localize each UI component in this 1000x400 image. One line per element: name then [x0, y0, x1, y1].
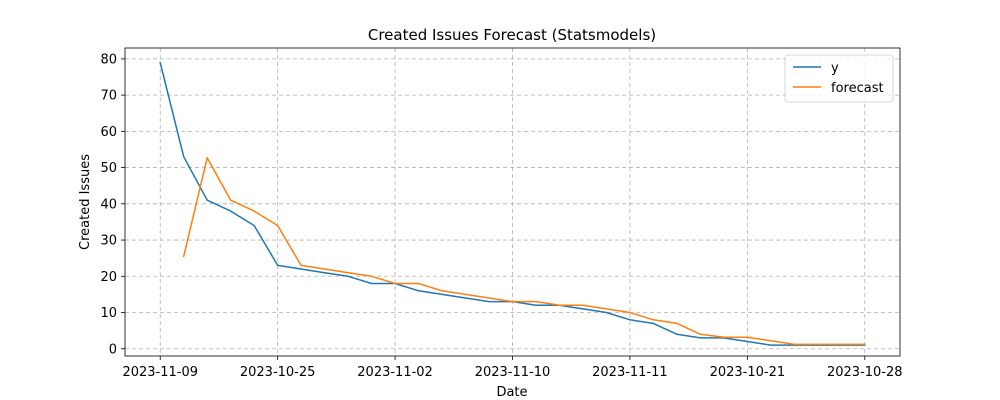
- y-tick-label: 20: [100, 270, 117, 285]
- y-tick-label: 0: [109, 342, 117, 357]
- x-axis-ticks: 2023-11-09 2023-10-25 2023-11-02 2023-11-10…: [122, 356, 903, 380]
- y-axis-label: Created Issues: [78, 154, 93, 250]
- x-tick-label: 2023-10-28: [827, 365, 903, 380]
- series-lines: [159, 61, 866, 346]
- x-tick-label: 2023-11-09: [122, 365, 198, 380]
- y-tick-label: 30: [100, 234, 117, 249]
- x-axis-label: Date: [496, 385, 527, 400]
- y-tick-label: 80: [100, 52, 117, 67]
- legend: y forecast: [784, 54, 894, 103]
- y-axis-ticks: 0 10 20 30 40 50 60 70 80: [100, 52, 125, 357]
- legend-label-forecast: forecast: [831, 81, 884, 96]
- x-tick-label: 2023-11-11: [592, 365, 668, 380]
- y-tick-label: 70: [100, 89, 117, 104]
- y-tick-label: 40: [100, 197, 117, 212]
- y-tick-label: 10: [100, 306, 117, 321]
- series-line-forecast: [182, 157, 866, 346]
- x-tick-label: 2023-11-10: [475, 365, 551, 380]
- grid-lines: [125, 48, 900, 356]
- y-tick-label: 50: [100, 161, 117, 176]
- x-tick-label: 2023-10-21: [710, 365, 786, 380]
- chart-title: Created Issues Forecast (Statsmodels): [368, 26, 656, 44]
- legend-label-y: y: [831, 61, 839, 76]
- x-tick-label: 2023-11-02: [357, 365, 433, 380]
- x-tick-label: 2023-10-25: [240, 365, 316, 380]
- y-tick-label: 60: [100, 125, 117, 140]
